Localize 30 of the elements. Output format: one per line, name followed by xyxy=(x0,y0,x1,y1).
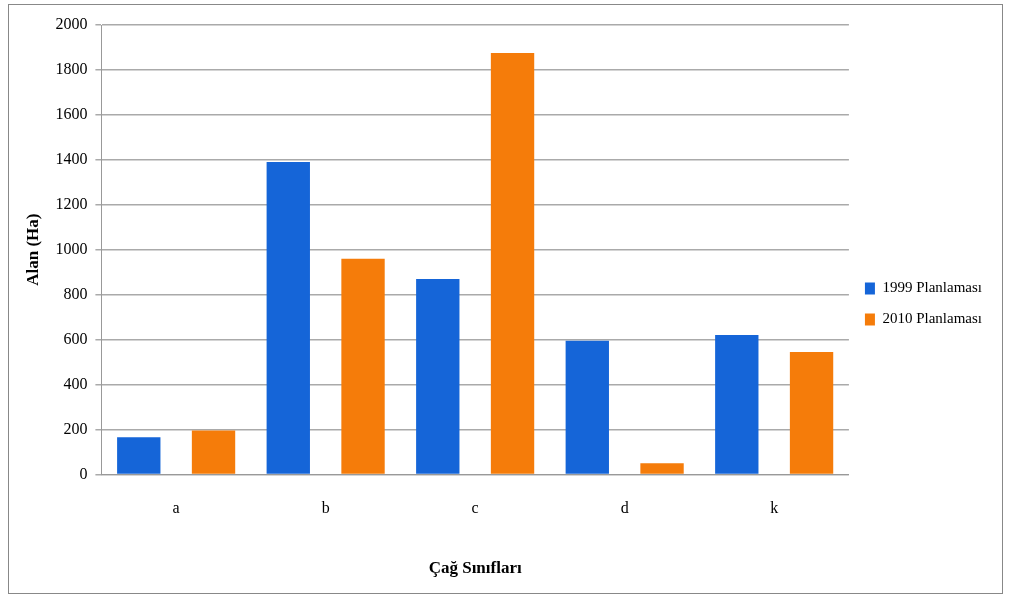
x-tick-label: a xyxy=(172,499,180,517)
bar xyxy=(117,437,161,474)
x-tick-label: b xyxy=(321,499,330,517)
y-tick-label: 1800 xyxy=(55,60,88,78)
y-tick-label: 1200 xyxy=(55,194,88,212)
bar xyxy=(565,340,609,474)
bar xyxy=(341,258,385,474)
y-tick-label: 1000 xyxy=(55,239,88,257)
bar xyxy=(490,53,535,474)
x-tick-label: d xyxy=(620,499,629,517)
y-tick-label: 1600 xyxy=(55,105,88,123)
y-tick-label: 400 xyxy=(63,374,88,392)
legend-label: 1999 Planlaması xyxy=(882,279,983,296)
x-tick-label: k xyxy=(770,499,779,517)
x-axis-title: Çağ Sınıfları xyxy=(428,558,522,578)
x-tick-label: c xyxy=(471,499,479,517)
y-tick-label: 0 xyxy=(79,464,88,482)
y-tick-label: 2000 xyxy=(55,15,88,33)
bar xyxy=(640,463,684,474)
y-tick-label: 800 xyxy=(63,284,88,302)
y-axis-title: Alan (Ha) xyxy=(22,213,42,286)
y-tick-label: 200 xyxy=(63,419,88,437)
y-tick-label: 1400 xyxy=(55,150,88,168)
bar xyxy=(789,351,834,474)
y-tick-label: 600 xyxy=(63,329,88,347)
bar xyxy=(266,162,310,474)
bar xyxy=(416,278,460,474)
legend-label: 2010 Planlaması xyxy=(882,310,983,327)
bar xyxy=(191,430,236,474)
bar xyxy=(715,335,759,474)
